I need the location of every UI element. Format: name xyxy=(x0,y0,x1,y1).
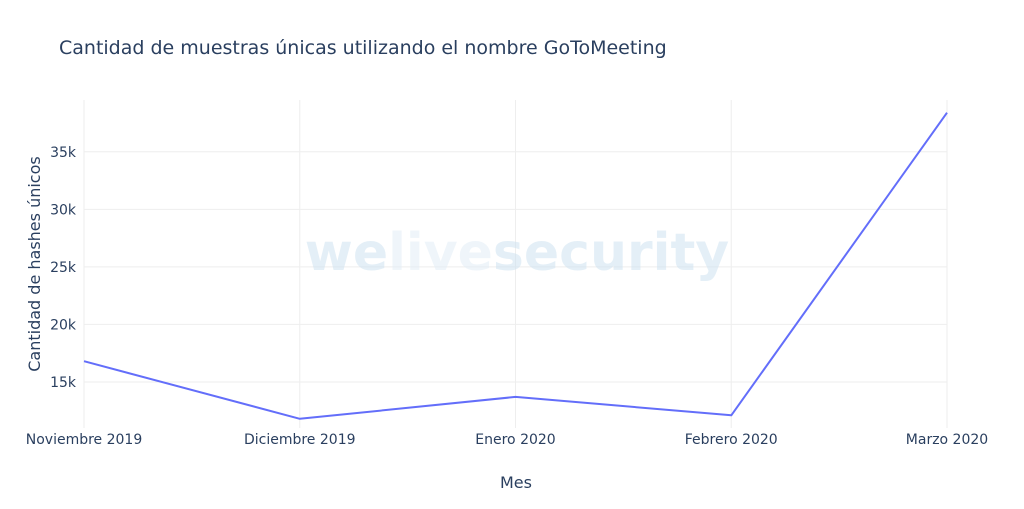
y-axis-title: Cantidad de hashes únicos xyxy=(25,156,44,371)
y-tick-label: 30k xyxy=(50,202,77,218)
watermark: welivesecurity xyxy=(305,223,729,283)
watermark-part-live: live xyxy=(388,223,493,283)
y-tick-labels: 15k 20k 25k 30k 35k xyxy=(50,145,77,391)
grid-lines xyxy=(83,100,948,428)
x-tick-label: Febrero 2020 xyxy=(685,432,778,448)
y-tick-label: 35k xyxy=(50,145,77,161)
x-tick-label: Enero 2020 xyxy=(475,432,555,448)
x-tick-label: Noviembre 2019 xyxy=(26,432,143,448)
watermark-part-we: we xyxy=(305,223,388,283)
x-axis-title: Mes xyxy=(500,473,532,492)
x-tick-labels: Noviembre 2019 Diciembre 2019 Enero 2020 Fe… xyxy=(26,432,988,448)
x-tick-label: Diciembre 2019 xyxy=(244,432,356,448)
y-tick-label: 25k xyxy=(50,260,77,276)
watermark-part-security: security xyxy=(493,223,729,283)
y-tick-label: 20k xyxy=(50,317,77,333)
y-tick-label: 15k xyxy=(50,375,77,391)
series-line xyxy=(83,112,948,420)
chart-title: Cantidad de muestras únicas utilizando e… xyxy=(59,37,667,59)
x-tick-label: Marzo 2020 xyxy=(906,432,988,448)
